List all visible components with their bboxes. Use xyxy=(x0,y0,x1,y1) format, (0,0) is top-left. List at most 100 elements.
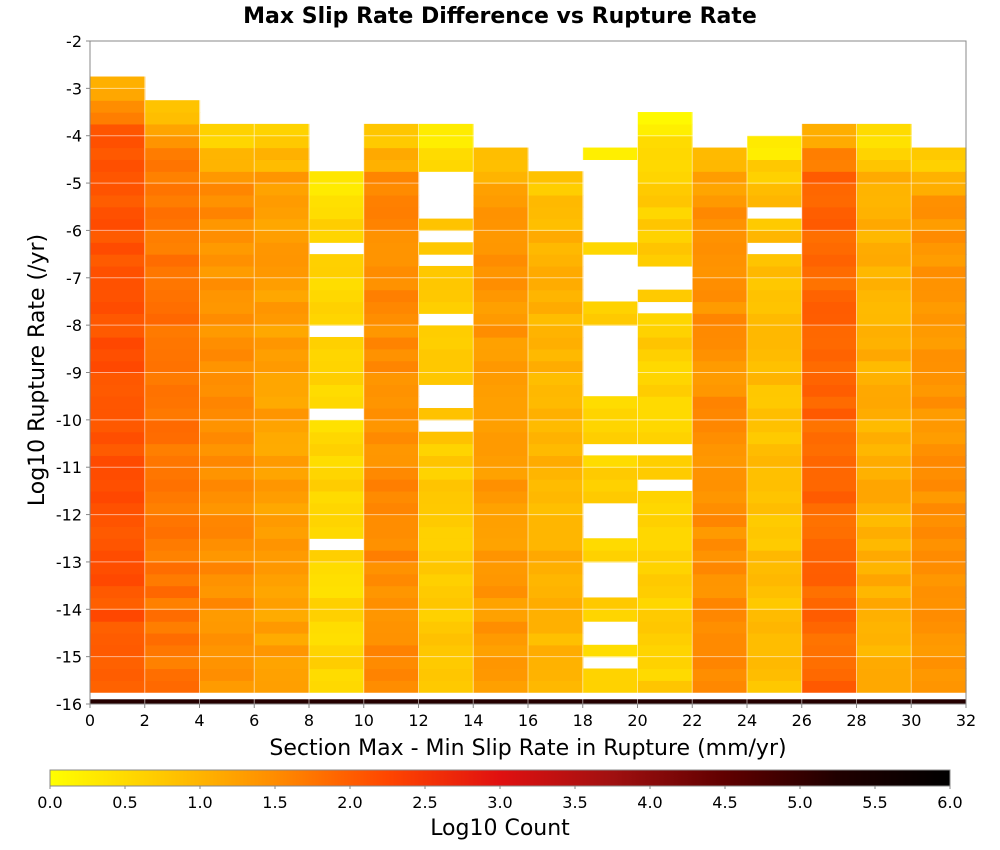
y-tick-label: -15 xyxy=(56,648,82,667)
heatmap-cell xyxy=(747,550,803,563)
heatmap-cell xyxy=(473,680,529,693)
heatmap-cell xyxy=(473,242,529,255)
heatmap-cell xyxy=(363,325,420,338)
heatmap-cell xyxy=(363,183,420,196)
heatmap-cell xyxy=(856,218,912,232)
heatmap-cell xyxy=(473,668,529,681)
heatmap-cell xyxy=(254,597,310,610)
heatmap-cell xyxy=(582,668,639,681)
heatmap-cell xyxy=(692,159,748,172)
y-tick-label: -11 xyxy=(56,458,82,477)
heatmap-cell xyxy=(363,123,420,137)
heatmap-cell xyxy=(637,561,693,575)
heatmap-cell xyxy=(309,656,365,670)
heatmap-cell xyxy=(692,526,748,539)
heatmap-cell xyxy=(363,538,420,551)
x-tick-label: 14 xyxy=(463,711,483,730)
heatmap-cell xyxy=(309,419,365,433)
colorbar-tick-label: 4.5 xyxy=(712,793,737,812)
plot-area xyxy=(90,76,967,704)
heatmap-cell xyxy=(309,479,365,492)
heatmap-cell xyxy=(144,230,201,243)
heatmap-cell xyxy=(747,230,803,243)
heatmap-cell xyxy=(254,408,310,421)
heatmap-cell xyxy=(801,502,858,516)
heatmap-cell xyxy=(254,632,310,646)
heatmap-cell xyxy=(199,526,255,539)
heatmap-cell xyxy=(801,171,858,184)
heatmap-cell xyxy=(418,490,474,504)
heatmap-cell xyxy=(254,538,310,551)
y-tick-label: -7 xyxy=(66,269,82,288)
heatmap-cell xyxy=(801,632,858,646)
heatmap-cell xyxy=(90,242,146,255)
heatmap-cell xyxy=(473,443,529,456)
heatmap-cell xyxy=(911,597,967,610)
heatmap-cell xyxy=(856,455,912,468)
heatmap-cell xyxy=(856,313,912,326)
heatmap-cell xyxy=(363,277,420,291)
heatmap-cell xyxy=(418,147,474,160)
heatmap-cell xyxy=(363,171,420,184)
heatmap-cell xyxy=(144,455,201,468)
heatmap-cell xyxy=(418,431,474,445)
heatmap-cell xyxy=(528,183,584,196)
heatmap-cell xyxy=(911,372,967,385)
heatmap-cell xyxy=(418,573,474,587)
heatmap-cell xyxy=(692,656,748,670)
heatmap-cell xyxy=(199,561,255,575)
heatmap-cell xyxy=(801,372,858,385)
heatmap-cell xyxy=(856,573,912,587)
heatmap-cell xyxy=(747,455,803,468)
heatmap-cell xyxy=(911,668,967,681)
heatmap-cell xyxy=(473,550,529,563)
heatmap-cell xyxy=(144,490,201,504)
heatmap-cell xyxy=(747,538,803,551)
heatmap-cell xyxy=(856,372,912,385)
heatmap-cell xyxy=(473,171,529,184)
heatmap-cell xyxy=(418,621,474,634)
heatmap-cell xyxy=(692,325,748,338)
heatmap-cell xyxy=(528,396,584,409)
heatmap-cell xyxy=(199,502,255,516)
heatmap-cell xyxy=(363,419,420,433)
x-tick-label: 4 xyxy=(194,711,204,730)
heatmap-cell xyxy=(254,206,310,220)
heatmap-cell xyxy=(418,408,474,421)
heatmap-cell xyxy=(144,396,201,409)
heatmap-cell xyxy=(801,573,858,587)
heatmap-cell xyxy=(747,467,803,480)
heatmap-cell xyxy=(582,550,639,563)
heatmap-cell xyxy=(363,289,420,303)
heatmap-cell xyxy=(363,526,420,539)
y-tick-label: -4 xyxy=(66,127,82,146)
heatmap-cell xyxy=(90,325,146,338)
heatmap-cell xyxy=(692,277,748,291)
heatmap-cell xyxy=(747,479,803,492)
heatmap-cell xyxy=(90,194,146,208)
heatmap-cell xyxy=(801,301,858,314)
heatmap-cell xyxy=(637,123,693,137)
heatmap-cell xyxy=(528,218,584,232)
heatmap-cell xyxy=(528,419,584,433)
heatmap-cell xyxy=(144,680,201,693)
heatmap-cell xyxy=(856,419,912,433)
heatmap-cell xyxy=(637,680,693,693)
heatmap-cell xyxy=(254,336,310,350)
heatmap-cell xyxy=(309,396,365,409)
heatmap-cell xyxy=(473,490,529,504)
heatmap-cell xyxy=(911,573,967,587)
heatmap-cell xyxy=(418,348,474,362)
heatmap-cell xyxy=(418,514,474,528)
heatmap-cell xyxy=(418,443,474,456)
x-tick-label: 26 xyxy=(792,711,812,730)
heatmap-cell xyxy=(309,644,365,658)
heatmap-cell xyxy=(692,597,748,610)
heatmap-cell xyxy=(144,502,201,516)
heatmap-cell xyxy=(747,419,803,433)
heatmap-cell xyxy=(911,171,967,184)
heatmap-cell xyxy=(90,313,146,326)
heatmap-cell xyxy=(473,656,529,670)
heatmap-cell xyxy=(801,585,858,599)
heatmap-cell xyxy=(90,218,146,232)
